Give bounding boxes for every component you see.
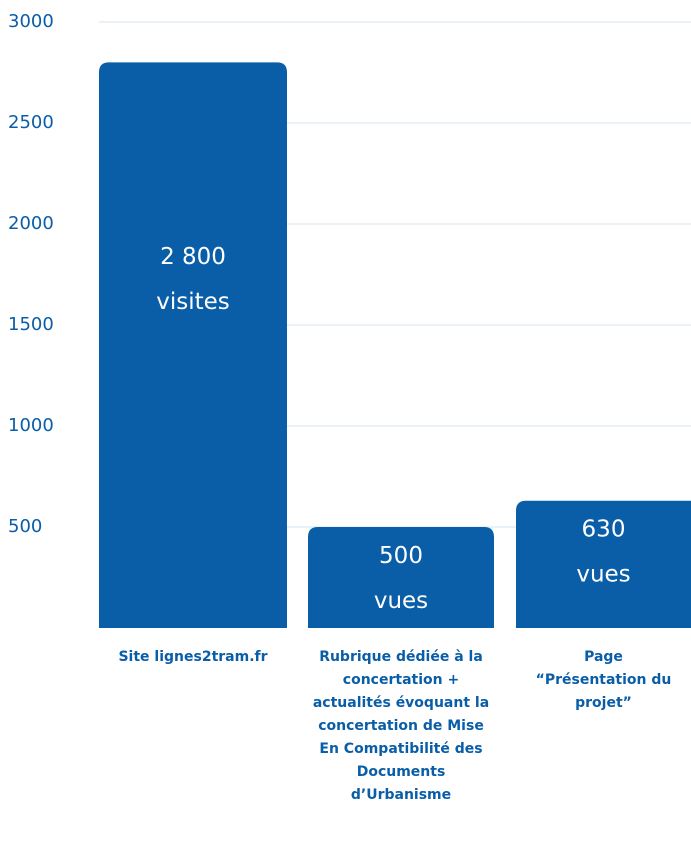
bar: [516, 500, 691, 628]
y-tick-label: 2500: [8, 112, 54, 133]
y-tick-label: 2000: [8, 213, 54, 234]
y-tick-label: 1500: [8, 314, 54, 335]
value-label: visites: [156, 289, 230, 315]
value-label: vues: [374, 588, 428, 614]
value-label: 2 800: [160, 244, 226, 270]
y-tick-label: 1000: [8, 415, 54, 436]
bar: [99, 62, 287, 628]
x-tick-label: Rubrique dédiée à la concertation + actu…: [312, 649, 490, 803]
bar: [308, 527, 494, 628]
x-tick-label: Page “Présentation du projet”: [535, 649, 672, 711]
value-label: vues: [576, 562, 630, 588]
y-tick-label: 3000: [8, 11, 54, 32]
value-label: 630: [582, 517, 626, 543]
value-label: 500: [379, 543, 423, 569]
x-tick-label: Site lignes2tram.fr: [118, 649, 268, 665]
y-tick-label: 500: [8, 516, 42, 537]
